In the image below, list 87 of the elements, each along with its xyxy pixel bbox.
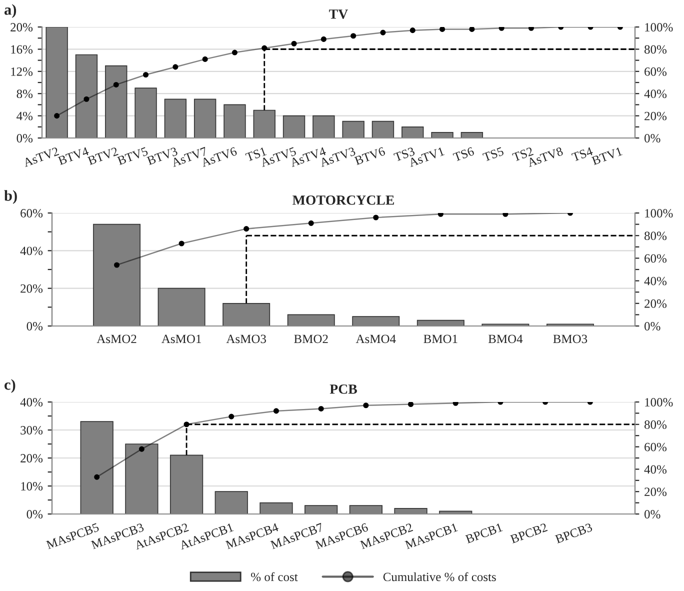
point <box>308 220 314 226</box>
x-tick-label: BTV1 <box>591 146 622 166</box>
point <box>178 240 184 246</box>
y2-tick-label: 100% <box>645 209 673 218</box>
y-tick-label: 20% <box>20 284 43 293</box>
point <box>410 28 416 34</box>
point <box>113 82 119 88</box>
x-tick-label: TS5 <box>482 146 504 162</box>
y2-tick-label: 20% <box>644 112 667 120</box>
point <box>380 30 386 36</box>
point <box>244 226 250 232</box>
y2-tick-label: 40% <box>644 276 667 286</box>
y2-tick-label: 0% <box>644 134 660 142</box>
x-tick-label: BMO2 <box>294 334 328 344</box>
y-tick-label: 0% <box>16 134 33 142</box>
y-tick-label: 12% <box>11 67 33 76</box>
y2-tick-label: 100% <box>645 23 673 32</box>
y-tick-label: 30% <box>20 426 43 434</box>
point <box>318 406 324 412</box>
point <box>439 27 446 32</box>
y-tick-label: 8% <box>16 90 33 98</box>
y2-tick-label: 100% <box>645 398 673 406</box>
y2-tick-label: 0% <box>644 322 660 330</box>
text: a) <box>4 4 16 18</box>
x-tick-label: BTV2 <box>87 146 119 166</box>
point <box>84 96 90 102</box>
point <box>350 33 356 39</box>
x-tick-label: TS4 <box>571 146 594 162</box>
point <box>138 446 144 452</box>
point <box>469 27 475 32</box>
x-tick-label: AsTV2 <box>22 146 60 168</box>
x-tick-label: AsMO1 <box>162 334 201 344</box>
point <box>320 36 326 42</box>
legend-label: Cumulative % of costs <box>383 572 496 582</box>
x-tick-label: TS6 <box>452 146 475 162</box>
y-tick-label: 0% <box>26 510 43 518</box>
x-tick-label: BMO3 <box>553 334 588 344</box>
y2-tick-label: 0% <box>644 510 660 518</box>
x-tick-label: BPCB1 <box>465 522 503 544</box>
y2-tick-label: 20% <box>644 299 667 308</box>
y-tick-label: 20% <box>10 23 33 32</box>
y2-tick-label: 80% <box>644 45 667 54</box>
y-tick-label: 16% <box>11 45 33 54</box>
x-tick-label: BMO4 <box>488 334 523 344</box>
x-tick-label: BPCB3 <box>554 522 593 544</box>
y-tick-label: 20% <box>20 454 43 462</box>
point <box>202 56 208 62</box>
point <box>172 64 178 70</box>
y2-tick-label: 40% <box>644 465 667 474</box>
point <box>114 262 120 268</box>
x-tick-label: BMO1 <box>424 334 458 344</box>
chart-title: PCB <box>330 384 358 394</box>
x-tick-label: BTV5 <box>116 146 148 166</box>
y2-tick-label: 40% <box>644 90 667 98</box>
x-tick-label: BTV6 <box>354 146 386 166</box>
point <box>363 402 369 408</box>
y2-tick-label: 60% <box>644 442 667 452</box>
text: c) <box>4 379 16 393</box>
x-tick-label: BPCB2 <box>510 522 548 544</box>
point <box>228 414 234 420</box>
point <box>94 474 100 480</box>
point <box>408 402 414 408</box>
point <box>142 72 149 78</box>
point <box>232 50 238 56</box>
y2-tick-label: 80% <box>644 232 667 240</box>
y2-tick-label: 60% <box>644 254 667 263</box>
text: b) <box>4 190 17 204</box>
y-tick-label: 40% <box>20 398 43 406</box>
point <box>273 408 280 414</box>
point <box>373 214 379 220</box>
y-tick-label: 60% <box>20 209 43 218</box>
point <box>54 113 60 119</box>
y-tick-label: 4% <box>16 112 33 120</box>
x-tick-label: AsMO3 <box>226 334 266 344</box>
y-tick-label: 40% <box>20 246 43 256</box>
point <box>291 40 297 46</box>
x-tick-label: AsMO4 <box>356 334 396 344</box>
y2-tick-label: 80% <box>644 420 667 429</box>
y2-tick-label: 60% <box>644 67 667 76</box>
y2-tick-label: 20% <box>644 488 667 496</box>
y-tick-label: 10% <box>21 482 43 490</box>
x-tick-label: BTV4 <box>58 146 90 166</box>
x-tick-label: AsMO2 <box>96 334 136 344</box>
y-tick-label: 0% <box>26 322 43 330</box>
chart-title: MOTORCYCLE <box>292 195 394 205</box>
chart-title: TV <box>329 10 348 19</box>
legend-label: % of cost <box>251 572 298 582</box>
